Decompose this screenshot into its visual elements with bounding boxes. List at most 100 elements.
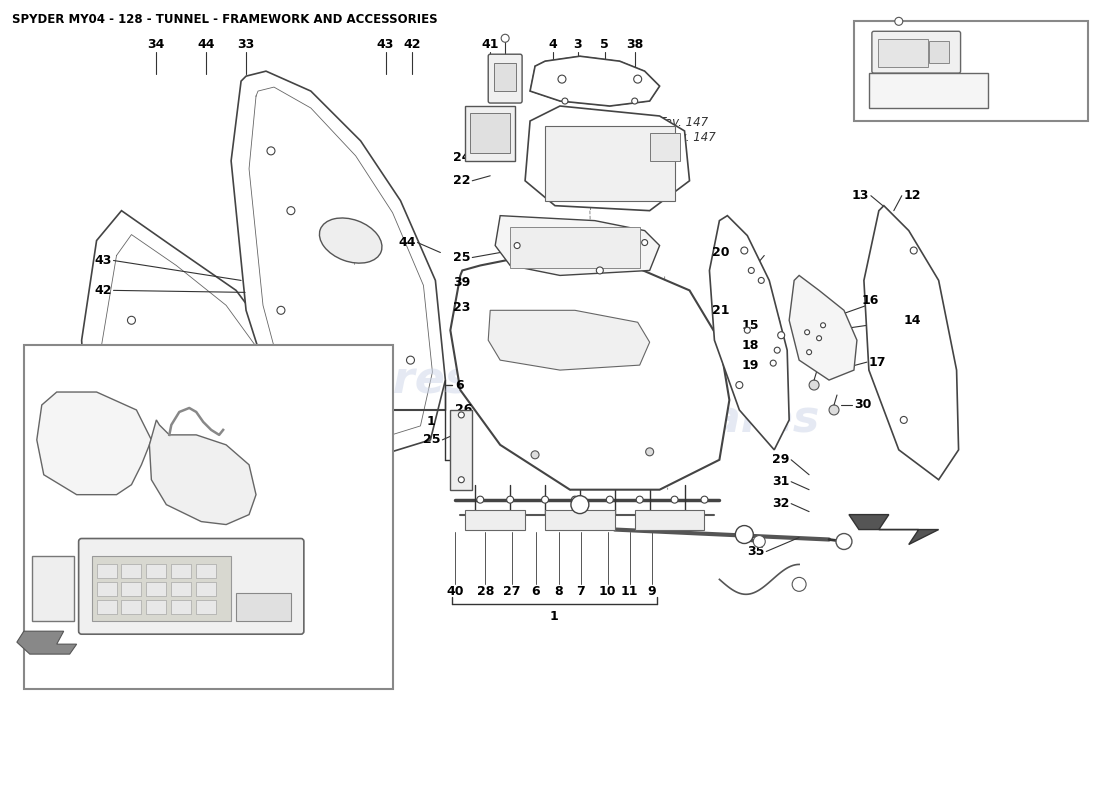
Bar <box>196 600 217 614</box>
Bar <box>196 582 217 596</box>
Bar <box>146 565 166 578</box>
Text: 2: 2 <box>664 134 673 147</box>
Text: 27: 27 <box>504 585 521 598</box>
Ellipse shape <box>319 218 382 263</box>
FancyBboxPatch shape <box>872 31 960 73</box>
Text: 31: 31 <box>772 475 789 488</box>
Circle shape <box>758 278 764 283</box>
Bar <box>146 582 166 596</box>
Text: 7: 7 <box>455 454 464 466</box>
Circle shape <box>562 98 568 104</box>
FancyBboxPatch shape <box>854 22 1088 121</box>
Text: 29: 29 <box>772 454 789 466</box>
Circle shape <box>514 242 520 249</box>
Circle shape <box>262 456 270 464</box>
Text: 40: 40 <box>447 585 464 598</box>
Bar <box>878 39 927 67</box>
Text: OPT. TELEPHONE: OPT. TELEPHONE <box>143 673 270 686</box>
Bar <box>450 410 472 490</box>
Polygon shape <box>710 216 789 450</box>
Polygon shape <box>488 310 650 370</box>
Circle shape <box>277 306 285 314</box>
Bar <box>91 557 231 622</box>
Circle shape <box>701 496 708 503</box>
Text: 25: 25 <box>453 251 471 264</box>
Bar <box>494 63 516 91</box>
Text: eurospares: eurospares <box>539 398 821 442</box>
Text: 4: 4 <box>549 38 558 50</box>
Circle shape <box>541 496 549 503</box>
Circle shape <box>804 330 810 334</box>
Text: 23: 23 <box>453 301 471 314</box>
Text: 13: 13 <box>851 190 869 202</box>
Text: 23: 23 <box>999 67 1018 81</box>
Circle shape <box>287 206 295 214</box>
Bar <box>471 113 510 153</box>
Text: USA - CDN: USA - CDN <box>935 105 1008 118</box>
Bar <box>97 600 117 614</box>
Bar <box>465 510 525 530</box>
Text: 34: 34 <box>147 38 165 50</box>
Circle shape <box>894 18 903 26</box>
Circle shape <box>900 417 908 423</box>
Circle shape <box>646 448 653 456</box>
Text: 1: 1 <box>427 415 436 429</box>
Text: 10: 10 <box>600 585 616 598</box>
Text: 25: 25 <box>422 434 440 446</box>
Circle shape <box>407 356 415 364</box>
Text: 36: 36 <box>311 543 328 556</box>
Bar <box>172 565 191 578</box>
Text: 5: 5 <box>601 38 609 50</box>
Polygon shape <box>864 206 958 480</box>
Bar <box>236 594 290 622</box>
Circle shape <box>571 496 579 503</box>
Text: 44: 44 <box>197 38 215 50</box>
Text: 45: 45 <box>311 463 328 476</box>
Circle shape <box>558 75 565 83</box>
Text: 28: 28 <box>476 585 494 598</box>
Circle shape <box>128 316 135 324</box>
Text: 21: 21 <box>712 304 729 317</box>
Circle shape <box>754 535 766 547</box>
Text: 6: 6 <box>531 585 540 598</box>
Bar <box>24 345 393 689</box>
Circle shape <box>748 267 755 274</box>
Text: 30: 30 <box>854 398 871 411</box>
Polygon shape <box>450 255 729 490</box>
Text: 17: 17 <box>869 356 887 369</box>
Circle shape <box>770 360 777 366</box>
Bar <box>172 600 191 614</box>
Text: 7: 7 <box>576 585 585 598</box>
Text: 26: 26 <box>455 403 473 417</box>
Text: 11: 11 <box>621 585 638 598</box>
Circle shape <box>502 34 509 42</box>
Ellipse shape <box>161 345 211 386</box>
Circle shape <box>606 496 614 503</box>
Circle shape <box>631 98 638 104</box>
Polygon shape <box>81 210 311 550</box>
Text: Brembo: Brembo <box>471 130 498 136</box>
Circle shape <box>671 496 678 503</box>
Text: 32: 32 <box>772 497 789 510</box>
Text: 38: 38 <box>626 38 644 50</box>
Circle shape <box>459 412 464 418</box>
FancyBboxPatch shape <box>78 538 304 634</box>
Text: 9: 9 <box>647 585 656 598</box>
Text: 8: 8 <box>554 585 563 598</box>
Circle shape <box>810 380 820 390</box>
Circle shape <box>459 477 464 482</box>
Text: 6: 6 <box>455 378 464 391</box>
Text: 35: 35 <box>747 545 764 558</box>
Circle shape <box>740 247 748 254</box>
Text: 14: 14 <box>904 314 922 326</box>
Circle shape <box>816 336 822 341</box>
Text: 3: 3 <box>573 38 582 50</box>
Circle shape <box>806 350 812 354</box>
Text: 1: 1 <box>550 610 559 622</box>
Circle shape <box>641 239 648 246</box>
Text: 19: 19 <box>741 358 759 372</box>
Text: 18: 18 <box>741 338 759 352</box>
Text: 16: 16 <box>861 294 879 307</box>
Text: 43: 43 <box>377 38 394 50</box>
Bar <box>928 42 948 63</box>
